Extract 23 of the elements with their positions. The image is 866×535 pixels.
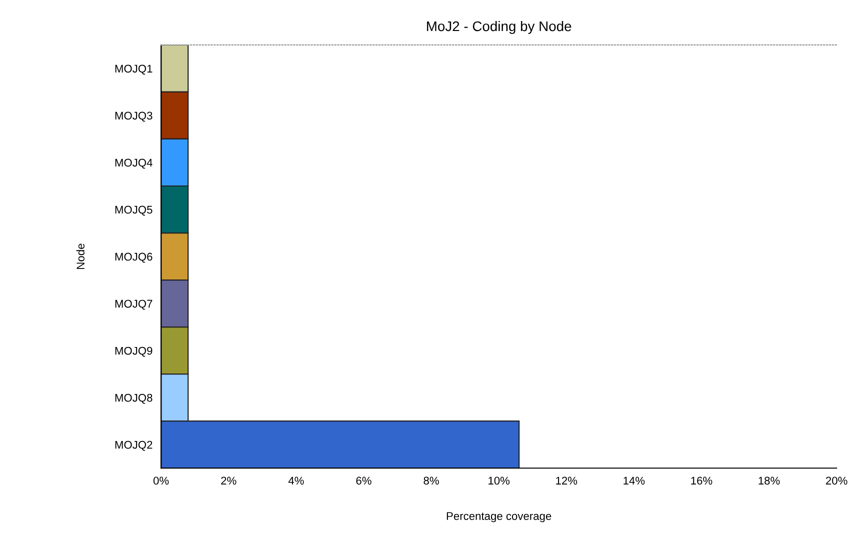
x-tick-label: 20%: [826, 476, 848, 485]
x-tick-label: 14%: [624, 476, 645, 485]
x-tick-label: 18%: [758, 476, 780, 485]
x-tick-label: 4%: [288, 476, 304, 485]
y-axis-title: Node: [76, 244, 84, 269]
y-tick-label: MOJQ4: [115, 158, 152, 169]
y-tick-label: MOJQ8: [115, 394, 152, 404]
x-tick-label: 2%: [221, 476, 236, 485]
y-tick-label: MOJQ5: [115, 206, 152, 216]
x-tick-label: 0%: [153, 476, 169, 485]
x-tick-label: 10%: [488, 476, 510, 485]
y-tick-label: MOJQ7: [115, 300, 152, 310]
x-tick-label: 12%: [556, 476, 578, 485]
y-tick-label: MOJQ2: [115, 440, 152, 451]
x-tick-label: 16%: [691, 476, 712, 485]
y-tick-label: MOJQ3: [115, 112, 152, 122]
y-tick-label: MOJQ9: [115, 346, 152, 357]
x-tick-label: 6%: [356, 476, 372, 485]
y-tick-label: MOJQ6: [115, 252, 152, 263]
x-tick-label: 8%: [424, 476, 439, 485]
chart-title: MoJ2 - Coding by Node: [427, 20, 572, 34]
x-axis-title: Percentage coverage: [446, 512, 552, 522]
y-tick-label: MOJQ1: [115, 64, 152, 75]
